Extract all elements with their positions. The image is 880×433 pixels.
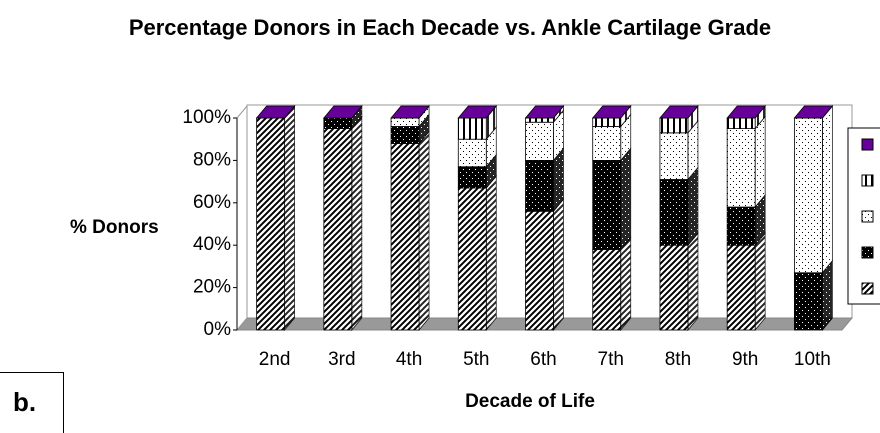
bar-segment [793, 272, 823, 331]
bar-segment [726, 244, 756, 331]
bar-segment [457, 117, 487, 140]
legend-swatch [861, 210, 874, 223]
bar-side [620, 236, 632, 332]
bar-side [284, 104, 296, 332]
x-tick-label: 5th [463, 349, 489, 370]
bar-segment [525, 117, 554, 123]
bar-top [591, 105, 632, 119]
side-wall [236, 104, 248, 332]
bar-segment [659, 179, 689, 246]
x-tick-label: 7th [598, 349, 624, 370]
panel-label: b. [0, 372, 64, 433]
legend-swatch [861, 246, 874, 259]
bar-segment [525, 210, 554, 331]
x-tick-label: 10th [794, 349, 831, 370]
bar-segment [390, 126, 420, 144]
y-tick-label: 20% [193, 277, 231, 298]
bar-top [659, 105, 699, 119]
bar-top [524, 105, 565, 119]
x-tick-label: 6th [530, 349, 556, 370]
bar-segment [659, 244, 689, 331]
bar-segment [323, 117, 353, 130]
bar-side [821, 104, 833, 274]
bar-segment [525, 121, 554, 161]
bar-side [553, 198, 564, 332]
bar-segment [256, 117, 286, 331]
bar-top [457, 105, 498, 119]
bar-side [351, 115, 363, 332]
y-tick-label: 0% [204, 319, 232, 340]
bar-side [687, 232, 699, 332]
bar-segment [390, 117, 420, 127]
bar-segment [726, 206, 756, 246]
bar-top [390, 105, 430, 119]
y-tick-label: 40% [193, 234, 231, 255]
bar-side [687, 166, 699, 247]
bar-segment [390, 143, 420, 331]
bar-segment [592, 117, 622, 127]
bar-top [255, 105, 296, 119]
bar-side [418, 130, 430, 332]
x-tick-label: 8th [665, 349, 691, 370]
bar-segment [457, 166, 487, 189]
bar-segment [659, 132, 689, 180]
chart-title: Percentage Donors in Each Decade vs. Ank… [128, 15, 772, 40]
bar-segment [457, 138, 487, 168]
y-tick-label: 100% [182, 107, 231, 128]
bar-segment [592, 249, 622, 331]
bar-segment [592, 126, 622, 161]
bar-segment [726, 128, 756, 208]
bar-segment [793, 117, 823, 274]
bar-segment [659, 117, 689, 134]
x-tick-label: 4th [396, 349, 422, 370]
y-tick-label: 60% [193, 192, 231, 213]
bar-top [726, 105, 767, 119]
legend-swatch [861, 138, 874, 151]
bar-side [754, 115, 766, 209]
bar-segment [457, 187, 487, 331]
y-tick-label: 80% [193, 149, 231, 170]
bar-segment [592, 159, 622, 250]
bar-side [485, 174, 497, 332]
bar-top [322, 105, 363, 119]
bar-side [754, 232, 766, 332]
bar-segment [323, 128, 353, 331]
legend-swatch [861, 282, 874, 295]
x-axis-label: Decade of Life [465, 391, 595, 412]
legend-swatch [861, 174, 874, 187]
bar-segment [525, 159, 554, 212]
bar-side [620, 147, 632, 251]
x-tick-label: 3rd [328, 349, 355, 370]
bar-segment [726, 117, 756, 130]
bar-top [793, 105, 834, 119]
x-tick-label: 2nd [259, 349, 291, 370]
y-axis-label: % Donors [70, 217, 159, 238]
x-tick-label: 9th [732, 349, 758, 370]
